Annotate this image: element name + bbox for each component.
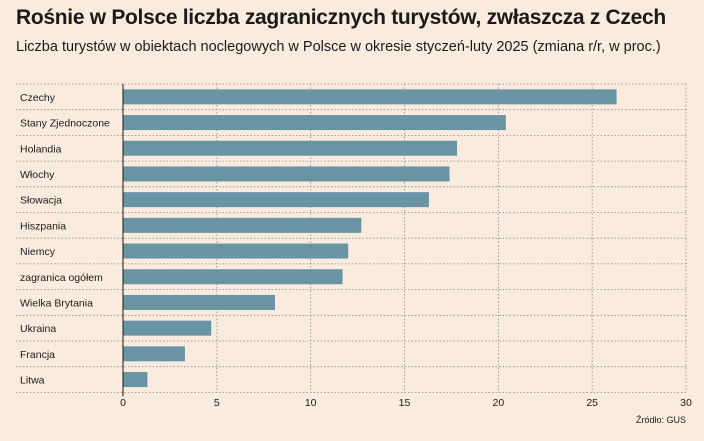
category-label: Francja xyxy=(20,349,55,361)
category-label: Ukraina xyxy=(20,323,56,335)
x-tick-label: 5 xyxy=(214,397,220,409)
x-tick-label: 10 xyxy=(305,397,317,409)
bar xyxy=(123,372,148,388)
category-label: Włochy xyxy=(20,169,55,181)
bar xyxy=(123,320,212,336)
category-label: Wielka Brytania xyxy=(20,297,93,309)
bar xyxy=(123,115,506,131)
source-note: Źródło: GUS xyxy=(635,415,686,425)
bar xyxy=(123,140,458,156)
category-label: zagranica ogółem xyxy=(20,272,103,284)
bar xyxy=(123,166,450,182)
category-label: Hiszpania xyxy=(20,220,66,232)
category-label: Stany Zjednoczone xyxy=(20,118,110,130)
chart-subtitle: Liczba turystów w obiektach noclegowych … xyxy=(16,39,661,55)
x-tick-label: 0 xyxy=(120,397,126,409)
x-tick-label: 30 xyxy=(680,397,692,409)
category-label: Holandia xyxy=(20,143,62,155)
x-tick-label: 15 xyxy=(399,397,411,409)
x-tick-label: 25 xyxy=(586,397,598,409)
category-label: Czechy xyxy=(20,92,56,104)
bar xyxy=(123,294,276,310)
category-label: Słowacja xyxy=(20,195,62,207)
bar xyxy=(123,243,349,259)
bar xyxy=(123,192,429,208)
bar xyxy=(123,89,617,105)
bar xyxy=(123,269,343,285)
x-tick-label: 20 xyxy=(492,397,504,409)
category-label: Litwa xyxy=(20,375,45,387)
category-label: Niemcy xyxy=(20,246,56,258)
bar xyxy=(123,346,185,362)
bar xyxy=(123,217,362,233)
chart-title: Rośnie w Polsce liczba zagranicznych tur… xyxy=(16,6,666,29)
